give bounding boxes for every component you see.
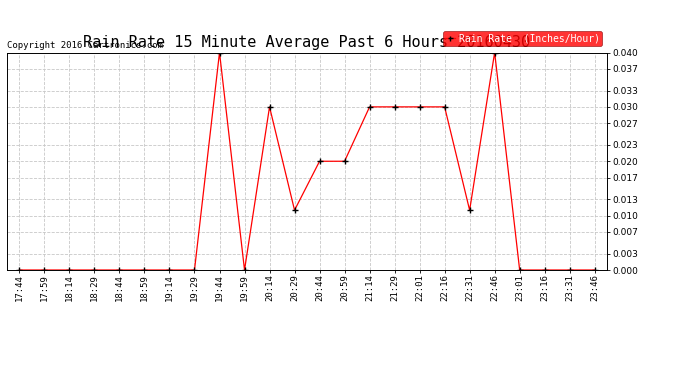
Rain Rate  (Inches/Hour) [415, 105, 424, 109]
Rain Rate  (Inches/Hour) [15, 268, 23, 272]
Rain Rate  (Inches/Hour) [591, 268, 599, 272]
Rain Rate  (Inches/Hour) [90, 268, 99, 272]
Rain Rate  (Inches/Hour) [366, 105, 374, 109]
Rain Rate  (Inches/Hour) [515, 268, 524, 272]
Rain Rate  (Inches/Hour) [391, 105, 399, 109]
Rain Rate  (Inches/Hour) [340, 159, 348, 164]
Rain Rate  (Inches/Hour) [66, 268, 74, 272]
Line: Rain Rate  (Inches/Hour): Rain Rate (Inches/Hour) [17, 50, 598, 273]
Rain Rate  (Inches/Hour) [290, 208, 299, 212]
Rain Rate  (Inches/Hour) [440, 105, 449, 109]
Title: Rain Rate 15 Minute Average Past 6 Hours 20160430: Rain Rate 15 Minute Average Past 6 Hours… [83, 35, 531, 50]
Rain Rate  (Inches/Hour) [140, 268, 148, 272]
Rain Rate  (Inches/Hour) [190, 268, 199, 272]
Text: Copyright 2016 Cartronics.com: Copyright 2016 Cartronics.com [7, 41, 163, 50]
Rain Rate  (Inches/Hour) [40, 268, 48, 272]
Rain Rate  (Inches/Hour) [266, 105, 274, 109]
Rain Rate  (Inches/Hour) [540, 268, 549, 272]
Rain Rate  (Inches/Hour) [166, 268, 174, 272]
Legend: Rain Rate  (Inches/Hour): Rain Rate (Inches/Hour) [443, 31, 602, 46]
Rain Rate  (Inches/Hour) [115, 268, 124, 272]
Rain Rate  (Inches/Hour) [315, 159, 324, 164]
Rain Rate  (Inches/Hour) [491, 50, 499, 55]
Rain Rate  (Inches/Hour) [215, 50, 224, 55]
Rain Rate  (Inches/Hour) [566, 268, 574, 272]
Rain Rate  (Inches/Hour) [466, 208, 474, 212]
Rain Rate  (Inches/Hour) [240, 268, 248, 272]
